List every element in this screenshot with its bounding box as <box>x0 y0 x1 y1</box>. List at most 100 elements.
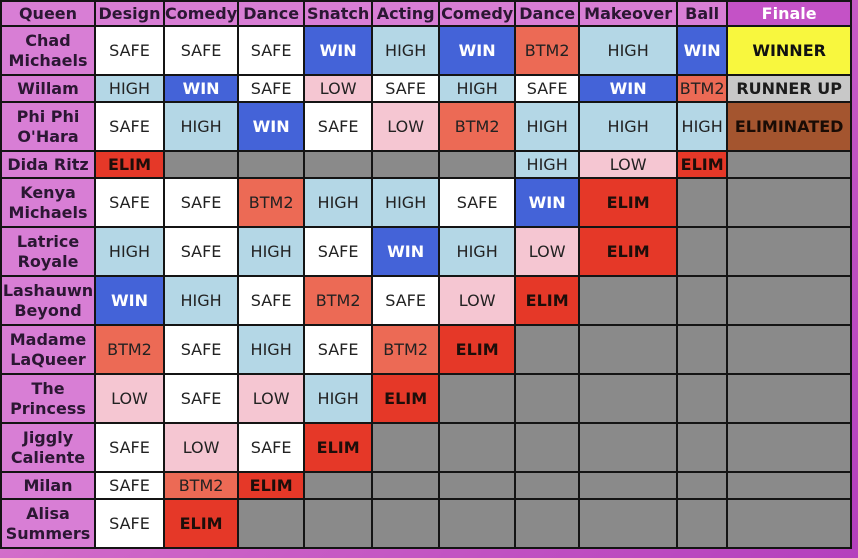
result-cell-empty <box>371 471 441 500</box>
header-episode-1: Design <box>94 0 165 27</box>
result-cell-empty <box>578 324 679 375</box>
result-cell-empty <box>371 498 441 549</box>
result-cell: HIGH <box>438 226 517 277</box>
result-cell-empty <box>438 422 517 473</box>
queen-name: Chad Michaels <box>0 25 96 76</box>
result-cell: SAFE <box>371 275 441 326</box>
queen-name: Jiggly Caliente <box>0 422 96 473</box>
result-cell: HIGH <box>514 150 581 179</box>
table-row: Milan SAFE BTM2 ELIM <box>0 471 853 500</box>
result-cell: BTM2 <box>162 471 240 500</box>
table-row: Kenya Michaels SAFE SAFE BTM2 HIGH HIGH SAFE WI… <box>0 177 853 228</box>
result-cell: LOW <box>514 226 581 277</box>
result-cell: WIN <box>371 226 441 277</box>
result-cell: LOW <box>94 373 165 424</box>
table-row: Jiggly Caliente SAFE LOW SAFE ELIM <box>0 422 853 473</box>
result-cell: WINNER <box>726 25 853 76</box>
result-cell: SAFE <box>303 324 374 375</box>
result-cell: HIGH <box>303 177 374 228</box>
result-cell-empty <box>371 150 441 179</box>
result-cell: BTM2 <box>303 275 374 326</box>
result-cell: RUNNER UP <box>726 74 853 103</box>
result-cell: WIN <box>303 25 374 76</box>
result-cell: ELIM <box>94 150 165 179</box>
result-cell: BTM2 <box>237 177 306 228</box>
result-cell: SAFE <box>94 101 165 152</box>
result-cell-empty <box>438 150 517 179</box>
result-cell: ELIMINATED <box>726 101 853 152</box>
result-cell: HIGH <box>94 74 165 103</box>
header-episode-3: Dance <box>237 0 306 27</box>
table-row: Alisa Summers SAFE ELIM <box>0 498 853 549</box>
result-cell: WIN <box>94 275 165 326</box>
result-cell-empty <box>514 373 581 424</box>
header-episode-10: Finale <box>726 0 853 27</box>
result-cell: SAFE <box>162 177 240 228</box>
result-cell: HIGH <box>94 226 165 277</box>
result-cell: SAFE <box>303 101 374 152</box>
result-cell: ELIM <box>676 150 729 179</box>
result-cell: WIN <box>578 74 679 103</box>
queen-name: Madame LaQueer <box>0 324 96 375</box>
header-episode-7: Dance <box>514 0 581 27</box>
result-cell: SAFE <box>162 226 240 277</box>
result-cell: LOW <box>578 150 679 179</box>
result-cell: SAFE <box>237 422 306 473</box>
table-row: The Princess LOW SAFE LOW HIGH ELIM <box>0 373 853 424</box>
result-cell: BTM2 <box>676 74 729 103</box>
result-cell: HIGH <box>676 101 729 152</box>
result-cell: BTM2 <box>371 324 441 375</box>
result-cell: SAFE <box>371 74 441 103</box>
result-cell: ELIM <box>578 226 679 277</box>
result-cell: SAFE <box>162 25 240 76</box>
result-cell: LOW <box>303 74 374 103</box>
result-cell: HIGH <box>578 101 679 152</box>
result-cell-empty <box>676 226 729 277</box>
result-cell-empty <box>514 498 581 549</box>
queen-name: Kenya Michaels <box>0 177 96 228</box>
result-cell-empty <box>371 422 441 473</box>
result-cell-empty <box>438 498 517 549</box>
result-cell-empty <box>726 422 853 473</box>
result-cell: ELIM <box>438 324 517 375</box>
result-cell-empty <box>303 498 374 549</box>
result-cell-empty <box>514 422 581 473</box>
result-cell-empty <box>726 498 853 549</box>
result-cell: HIGH <box>162 101 240 152</box>
result-cell: SAFE <box>303 226 374 277</box>
result-cell: HIGH <box>514 101 581 152</box>
queen-name: Dida Ritz <box>0 150 96 179</box>
result-cell-empty <box>676 324 729 375</box>
result-cell-empty <box>578 471 679 500</box>
queen-name: The Princess <box>0 373 96 424</box>
table-body: Chad Michaels SAFE SAFE SAFE WIN HIGH WIN BTM2 H… <box>0 25 853 549</box>
table-row: Madame LaQueer BTM2 SAFE HIGH SAFE BTM2 ELIM <box>0 324 853 375</box>
result-cell: SAFE <box>237 74 306 103</box>
result-cell-empty <box>162 150 240 179</box>
result-cell-empty <box>676 177 729 228</box>
result-cell: SAFE <box>162 373 240 424</box>
result-cell: BTM2 <box>514 25 581 76</box>
result-cell-empty <box>514 324 581 375</box>
result-cell: WIN <box>237 101 306 152</box>
table-row: Willam HIGH WIN SAFE LOW SAFE HIGH SAFE WIN BTM2 R… <box>0 74 853 103</box>
result-cell-empty <box>578 498 679 549</box>
result-cell-empty <box>676 422 729 473</box>
result-cell: LOW <box>371 101 441 152</box>
result-cell-empty <box>676 275 729 326</box>
result-cell: SAFE <box>94 498 165 549</box>
queen-name: Willam <box>0 74 96 103</box>
result-cell-empty <box>578 373 679 424</box>
result-cell-empty <box>676 373 729 424</box>
queen-name: Milan <box>0 471 96 500</box>
result-cell: ELIM <box>371 373 441 424</box>
result-cell-empty <box>514 471 581 500</box>
result-cell-empty <box>726 373 853 424</box>
queen-name: Phi Phi O'Hara <box>0 101 96 152</box>
result-cell-empty <box>578 422 679 473</box>
result-cell-empty <box>237 150 306 179</box>
result-cell: BTM2 <box>438 101 517 152</box>
table-row: Chad Michaels SAFE SAFE SAFE WIN HIGH WIN BTM2 H… <box>0 25 853 76</box>
result-cell: SAFE <box>94 177 165 228</box>
result-cell-empty <box>438 471 517 500</box>
